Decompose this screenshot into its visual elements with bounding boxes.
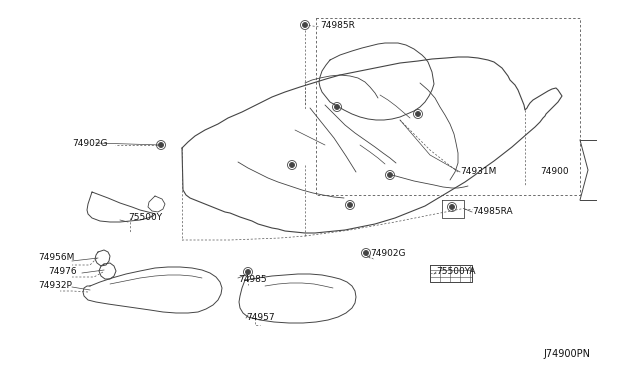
Circle shape	[449, 205, 454, 209]
Text: 74985R: 74985R	[320, 22, 355, 31]
Circle shape	[289, 163, 294, 167]
Text: 74976: 74976	[48, 267, 77, 276]
Circle shape	[415, 112, 420, 116]
Text: 74902G: 74902G	[72, 138, 108, 148]
Circle shape	[246, 269, 250, 275]
Text: 74956M: 74956M	[38, 253, 74, 263]
Text: J74900PN: J74900PN	[543, 349, 590, 359]
Text: 74932P: 74932P	[38, 282, 72, 291]
Text: 74957: 74957	[246, 314, 275, 323]
Circle shape	[387, 173, 392, 177]
Circle shape	[335, 105, 339, 109]
Circle shape	[348, 202, 353, 208]
Text: 74902G: 74902G	[370, 250, 406, 259]
Circle shape	[364, 250, 369, 256]
Circle shape	[303, 22, 307, 28]
Text: 75500YA: 75500YA	[436, 267, 476, 276]
Text: 74931M: 74931M	[460, 167, 497, 176]
Text: 74900: 74900	[540, 167, 568, 176]
Circle shape	[159, 142, 163, 148]
Text: 74985: 74985	[238, 275, 267, 283]
Text: 74985RA: 74985RA	[472, 208, 513, 217]
Text: 75500Y: 75500Y	[128, 214, 162, 222]
